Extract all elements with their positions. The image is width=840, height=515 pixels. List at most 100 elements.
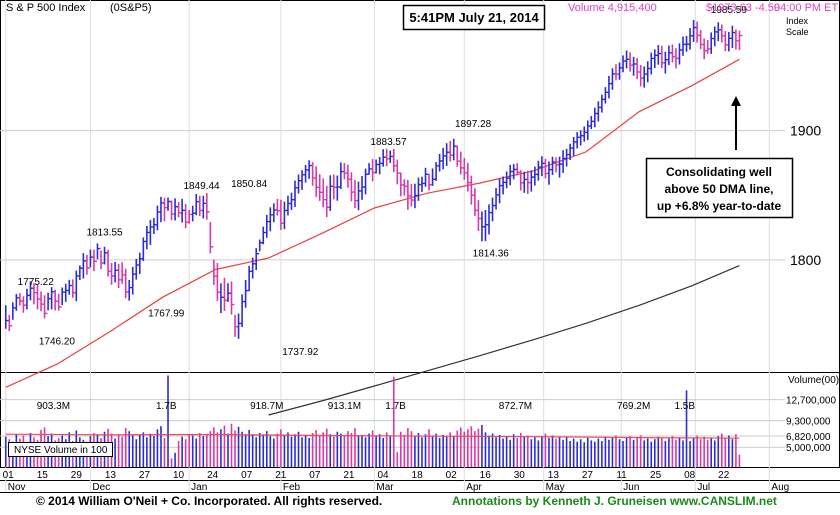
price-annotation: 1850.84	[231, 179, 268, 190]
price-bar	[424, 167, 429, 187]
price-bar	[213, 259, 217, 286]
price-bar	[149, 219, 154, 245]
price-bar	[456, 145, 461, 167]
date-tick-label: 10	[173, 470, 185, 481]
month-label: Dec	[92, 482, 110, 493]
price-bar	[717, 22, 722, 42]
price-bar	[170, 200, 175, 221]
price-bar	[488, 204, 492, 235]
price-bar	[615, 64, 619, 81]
price-bar	[36, 284, 41, 310]
price-bar	[579, 130, 584, 146]
price-bar	[519, 170, 524, 191]
ma50-line	[5, 58, 740, 388]
month-label: Mar	[376, 482, 394, 493]
price-bar	[241, 294, 246, 328]
price-bar	[629, 52, 634, 72]
month-label: Feb	[283, 482, 301, 493]
date-tick-label: 21	[275, 470, 287, 481]
price-annotation: 1849.44	[183, 181, 220, 192]
volume-tick-label: 9,300,000	[786, 417, 831, 428]
volume-axis-title: Volume(00)	[788, 375, 839, 386]
price-bar	[223, 277, 228, 311]
scale-label-index: Index	[786, 16, 809, 26]
price-bar	[26, 288, 30, 310]
price-bar	[262, 226, 267, 245]
price-bar	[470, 175, 475, 205]
price-bar	[474, 188, 478, 217]
price-bar	[50, 287, 55, 310]
volume-annotation: 1.7B	[385, 401, 406, 412]
price-bar	[142, 237, 147, 262]
price-bar	[526, 170, 531, 195]
price-bar	[625, 50, 630, 69]
annotation-box	[645, 157, 794, 219]
annotation-line-1: Consolidating well	[666, 165, 772, 179]
price-bar	[131, 266, 136, 295]
price-bar	[639, 65, 644, 87]
price-bar	[114, 262, 119, 283]
price-bar	[551, 156, 556, 176]
date-tick-label: 27	[139, 470, 151, 481]
price-bar	[385, 148, 390, 167]
price-bar	[572, 137, 577, 156]
price-bar	[657, 45, 662, 65]
price-bar	[449, 140, 454, 162]
price-bar	[685, 35, 690, 52]
price-bar	[428, 173, 433, 191]
scale-label-scale: Scale	[786, 27, 809, 37]
date-tick-label: 01	[3, 470, 15, 481]
price-bar	[244, 279, 249, 308]
timestamp-text: 5:41PM July 21, 2014	[409, 10, 539, 25]
price-bar	[583, 126, 588, 142]
price-bar	[96, 243, 101, 260]
price-bar	[22, 296, 27, 313]
volume-legend: NYSE Volume in 100	[14, 445, 108, 456]
price-bar	[601, 94, 605, 113]
volume-annotation: 1.7B	[156, 401, 177, 412]
month-label: Apr	[466, 482, 482, 493]
price-bar	[586, 120, 591, 141]
price-bar	[237, 313, 242, 339]
price-bar	[290, 192, 295, 210]
price-bar	[382, 149, 387, 167]
month-label: Aug	[771, 482, 789, 493]
price-bar	[738, 30, 743, 51]
price-bar	[682, 36, 686, 56]
price-bar	[128, 279, 133, 301]
date-tick-label: 02	[446, 470, 458, 481]
price-bar	[509, 164, 514, 186]
price-bar	[209, 221, 214, 254]
price-bar	[75, 270, 80, 302]
price-bar	[146, 225, 150, 250]
date-tick-label: 08	[684, 470, 696, 481]
date-tick-label: 13	[548, 470, 560, 481]
price-bar	[675, 48, 679, 69]
price-bar	[678, 43, 683, 65]
volume-annotation: 769.2M	[617, 401, 650, 412]
price-bar	[735, 29, 739, 50]
price-bar	[54, 289, 59, 311]
price-bar	[103, 246, 108, 265]
price-bar	[336, 175, 341, 201]
price-bar	[537, 160, 542, 181]
price-annotation: 1985.59	[711, 5, 748, 16]
price-bar	[400, 172, 404, 197]
price-bar	[273, 203, 277, 223]
price-bar	[43, 295, 48, 319]
price-bar	[467, 162, 471, 192]
date-tick-label: 15	[37, 470, 49, 481]
price-bar	[671, 44, 676, 63]
price-bar	[414, 183, 418, 209]
date-tick-label: 04	[377, 470, 389, 481]
price-bar	[692, 20, 697, 42]
price-bar	[184, 203, 189, 229]
price-bar	[541, 156, 545, 177]
price-bar	[548, 161, 552, 185]
price-bar	[287, 195, 291, 216]
copyright: © 2014 William O'Neil + Co. Incorporated…	[36, 494, 382, 508]
price-bar	[364, 168, 369, 195]
price-bar	[227, 283, 231, 302]
quote-time: 04:00 PM ET	[774, 2, 838, 14]
